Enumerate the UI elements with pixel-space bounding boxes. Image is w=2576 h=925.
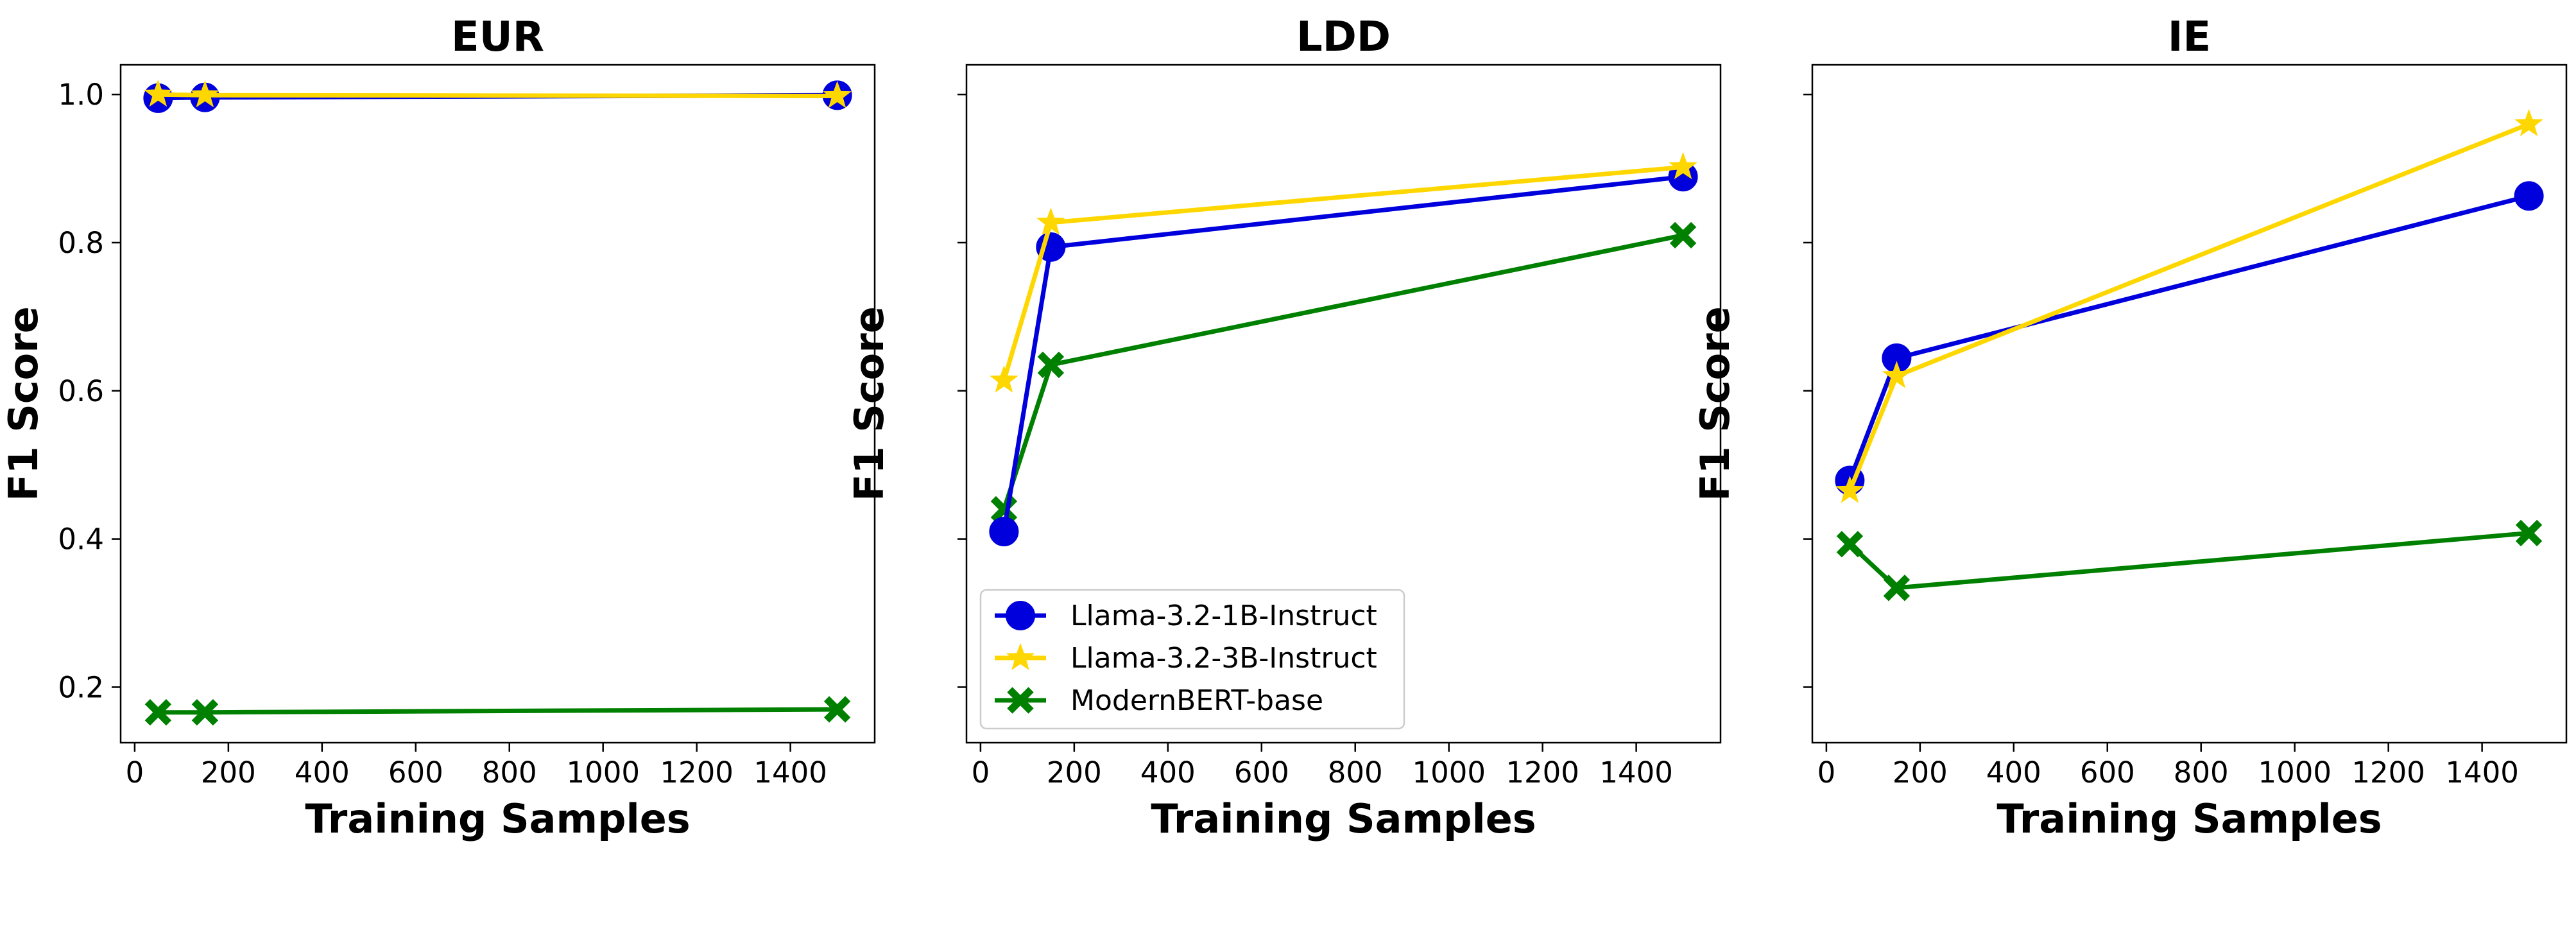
x-tick-label: 800 — [482, 756, 537, 790]
x-tick-label: 1400 — [753, 756, 827, 790]
panel-title: IE — [2168, 13, 2211, 61]
x-tick-label: 800 — [2174, 756, 2229, 790]
data-point-modernbert-base — [144, 698, 172, 726]
x-tick-label: 1000 — [2258, 756, 2331, 790]
legend-label-llama-3-2-1b-instruct: Llama-3.2-1B-Instruct — [1070, 600, 1377, 632]
data-point-llama-3-2-3b-instruct — [2514, 108, 2543, 137]
y-tick-label: 1.0 — [58, 78, 104, 112]
data-point-llama-3-2-3b-instruct — [1036, 207, 1065, 235]
x-axis-label: Training Samples — [1151, 795, 1536, 842]
legend: Llama-3.2-1B-Instruct Llama-3.2-3B-Instru… — [979, 589, 1405, 730]
panel-title: EUR — [451, 13, 544, 61]
data-point-modernbert-base — [1037, 351, 1065, 379]
x-tick-label: 200 — [1047, 756, 1102, 790]
series-line-modernbert-base — [158, 707, 837, 715]
x-tick-label: 1400 — [1599, 756, 1673, 790]
series-line-modernbert-base — [1848, 530, 2529, 591]
series-group — [989, 151, 1698, 547]
y-axis-label: F1 Score — [846, 306, 893, 501]
legend-label-modernbert-base: ModernBERT-base — [1070, 684, 1323, 717]
x-tick-label: 400 — [1140, 756, 1196, 790]
data-point-llama-3-2-1b-instruct — [2514, 181, 2544, 211]
data-point-llama-3-2-3b-instruct — [144, 79, 173, 107]
data-point-llama-3-2-3b-instruct — [1882, 361, 1911, 388]
x-tick-label: 1000 — [1412, 756, 1486, 790]
legend-marker-llama-3-2-1b-instruct — [1006, 601, 1035, 630]
x-tick-label: 200 — [1893, 756, 1948, 790]
panel-title: LDD — [1296, 13, 1391, 61]
panel-eur: EUR 0 200 400 600 800 1000 1200 1400 0.2 0.4 0.6 0.8… — [0, 13, 876, 842]
data-point-llama-3-2-3b-instruct — [823, 81, 852, 108]
x-tick-label: 0 — [972, 756, 990, 790]
x-axis-label: Training Samples — [305, 795, 690, 842]
data-point-llama-3-2-3b-instruct — [1835, 476, 1864, 503]
x-tick-label: 1200 — [660, 756, 734, 790]
legend-label-llama-3-2-3b-instruct: Llama-3.2-3B-Instruct — [1070, 642, 1377, 675]
x-tick-label: 800 — [1328, 756, 1383, 790]
legend-box — [979, 589, 1405, 730]
x-tick-label: 0 — [1817, 756, 1836, 790]
series-line-llama-3-2-3b-instruct — [1002, 164, 1683, 381]
x-tick-label: 400 — [1986, 756, 2041, 790]
data-point-llama-3-2-3b-instruct — [990, 365, 1018, 393]
x-tick-label: 600 — [2080, 756, 2135, 790]
x-tick-label: 1200 — [1506, 756, 1579, 790]
data-point-modernbert-base — [823, 696, 851, 723]
x-tick-label: 1000 — [566, 756, 640, 790]
x-tick-label: 400 — [295, 756, 350, 790]
y-tick-label: 0.8 — [58, 226, 104, 260]
legend-marker-llama-3-2-3b-instruct — [1006, 643, 1035, 670]
x-axis-label: Training Samples — [1996, 795, 2382, 842]
panel-ldd: LDD 0 200 400 600 800 1000 1200 1400 Training Sam… — [846, 13, 1722, 842]
y-tick-label: 0.4 — [58, 523, 104, 557]
data-point-modernbert-base — [1836, 530, 1864, 558]
y-axis-label: F1 Score — [1692, 306, 1739, 501]
plot-frame — [119, 64, 876, 744]
data-point-llama-3-2-3b-instruct — [190, 80, 219, 108]
plot-frame — [965, 64, 1722, 744]
y-axis-label: F1 Score — [0, 306, 47, 501]
x-tick-label: 600 — [1234, 756, 1289, 790]
x-tick-label: 1200 — [2351, 756, 2425, 790]
data-point-llama-3-2-3b-instruct — [1669, 151, 1697, 180]
plot-frame — [1811, 64, 2568, 744]
data-point-modernbert-base — [191, 698, 219, 726]
legend-marker-modernbert-base — [1007, 687, 1034, 714]
data-point-llama-3-2-1b-instruct — [989, 517, 1019, 547]
x-tick-label: 600 — [388, 756, 443, 790]
x-tick-label: 0 — [126, 756, 144, 790]
series-line-modernbert-base — [1002, 232, 1684, 510]
data-point-modernbert-base — [2515, 519, 2543, 547]
series-line-llama-3-2-3b-instruct — [1848, 122, 2530, 492]
series-group — [143, 79, 852, 726]
series-group — [1835, 108, 2544, 601]
series-line-llama-3-2-1b-instruct — [1848, 193, 2530, 481]
data-point-modernbert-base — [1669, 221, 1697, 249]
series-line-llama-3-2-3b-instruct — [158, 92, 837, 98]
y-tick-label: 0.6 — [58, 374, 104, 408]
data-point-modernbert-base — [1883, 575, 1911, 601]
x-tick-label: 200 — [201, 756, 256, 790]
x-tick-label: 1400 — [2445, 756, 2519, 790]
panels: EUR 0 200 400 600 800 1000 1200 1400 0.2 0.4 0.6 0.8… — [0, 13, 2568, 842]
y-tick-label: 0.2 — [58, 670, 104, 704]
panel-ie: IE 0 200 400 600 800 1000 1200 1400 Training Samp… — [1692, 13, 2568, 842]
